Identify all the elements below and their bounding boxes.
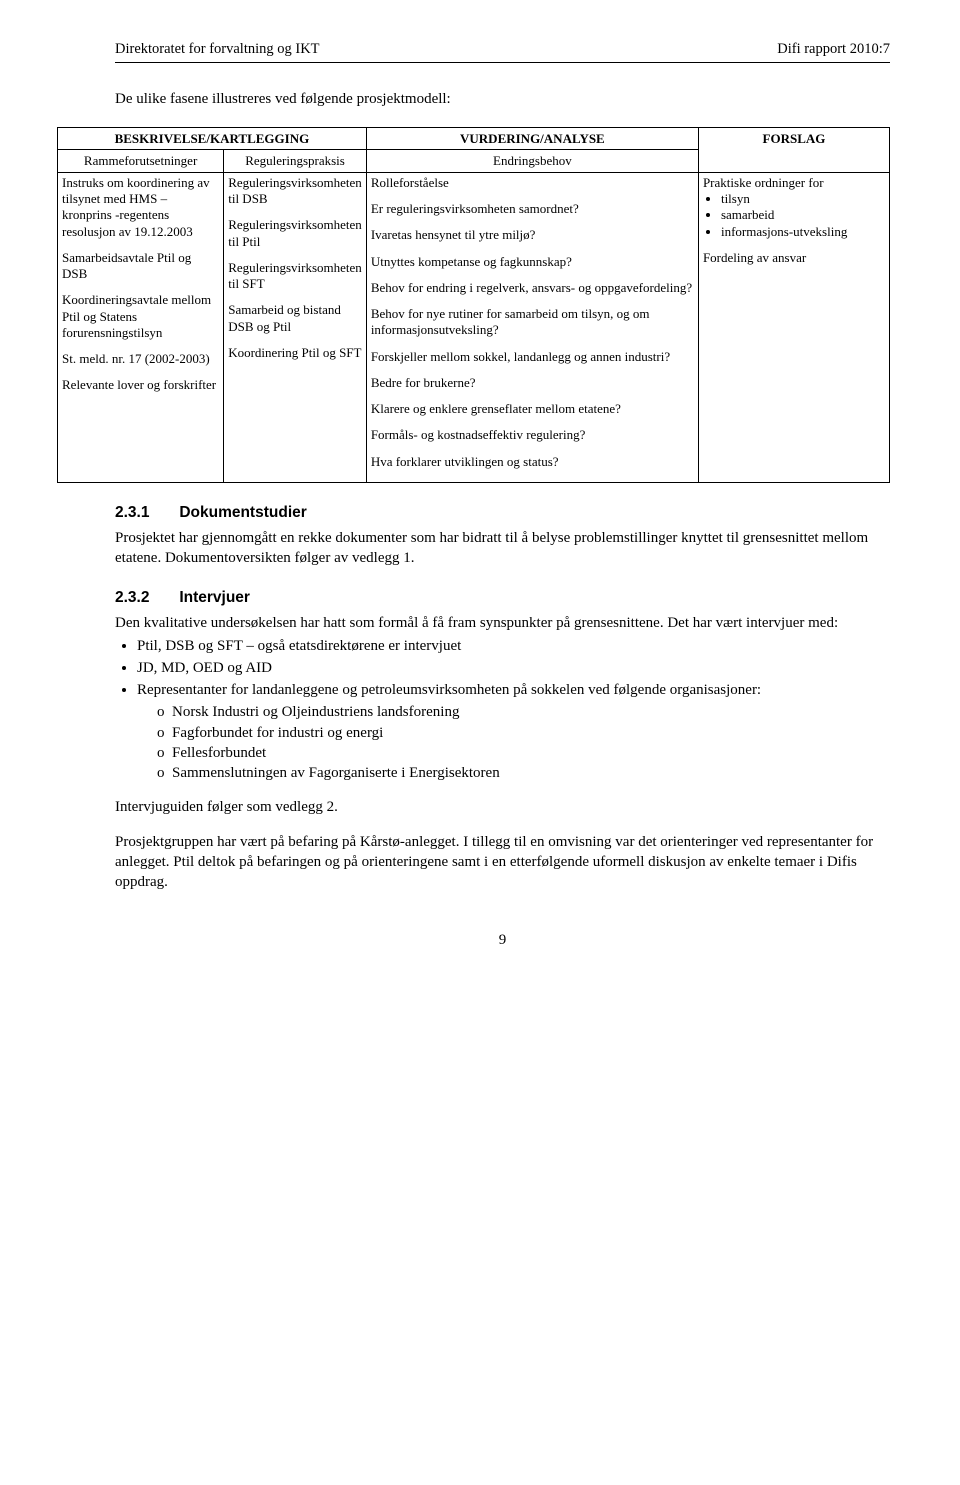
text: Behov for nye rutiner for samarbeid om t… <box>371 306 694 339</box>
text: Koordineringsavtale mellom Ptil og State… <box>62 292 219 341</box>
section-231-title: 2.3.1 Dokumentstudier <box>115 503 890 524</box>
section-number: 2.3.1 <box>115 503 175 524</box>
text: Klarere og enklere grenseflater mellom e… <box>371 401 694 417</box>
text: St. meld. nr. 17 (2002-2003) <box>62 351 219 367</box>
intro-paragraph: De ulike fasene illustreres ved følgende… <box>115 89 890 109</box>
table-head-vurdering: VURDERING/ANALYSE <box>366 127 698 150</box>
page-number: 9 <box>115 930 890 950</box>
text: Er reguleringsvirksomheten samordnet? <box>371 201 694 217</box>
section-heading: Intervjuer <box>179 589 250 606</box>
text: Ivaretas hensynet til ytre miljø? <box>371 227 694 243</box>
text: Reguleringsvirksomheten til SFT <box>228 260 362 293</box>
header-right: Difi rapport 2010:7 <box>777 40 890 60</box>
interview-sublist: Norsk Industri og Oljeindustriens landsf… <box>137 702 890 783</box>
text: Reguleringsvirksomheten til Ptil <box>228 217 362 250</box>
text: Rolleforståelse <box>371 175 694 191</box>
table-head-beskrivelse: BESKRIVELSE/KARTLEGGING <box>58 127 367 150</box>
list-item: informasjons-utveksling <box>721 224 885 240</box>
section-232-p2: Prosjektgruppen har vært på befaring på … <box>115 832 890 893</box>
cell-reguleringspraksis: Reguleringsvirksomheten til DSB Reguleri… <box>224 172 367 482</box>
section-232-lead: Den kvalitative undersøkelsen har hatt s… <box>115 613 890 633</box>
table-subhead-endringsbehov: Endringsbehov <box>366 150 698 173</box>
forslag-list: tilsyn samarbeid informasjons-utveksling <box>703 191 885 240</box>
text: Behov for endring i regelverk, ansvars- … <box>371 280 694 296</box>
text: Samarbeid og bistand DSB og Ptil <box>228 302 362 335</box>
text: Instruks om koordinering av tilsynet med… <box>62 175 219 240</box>
interview-list: Ptil, DSB og SFT – også etatsdirektørene… <box>115 636 890 784</box>
text: Formåls- og kostnadseffektiv regulering? <box>371 427 694 443</box>
list-item: JD, MD, OED og AID <box>137 658 890 678</box>
text: Praktiske ordninger for <box>703 175 885 191</box>
project-model-table: BESKRIVELSE/KARTLEGGING VURDERING/ANALYS… <box>57 127 890 483</box>
table-head-forslag: FORSLAG <box>698 127 889 172</box>
text: Bedre for brukerne? <box>371 375 694 391</box>
text: Koordinering Ptil og SFT <box>228 345 362 361</box>
cell-rammeforutsetninger: Instruks om koordinering av tilsynet med… <box>58 172 224 482</box>
cell-forslag: Praktiske ordninger for tilsyn samarbeid… <box>698 172 889 482</box>
list-item: Fagforbundet for industri og energi <box>157 723 890 743</box>
header-rule <box>115 62 890 63</box>
text: Relevante lover og forskrifter <box>62 377 219 393</box>
text: Hva forklarer utviklingen og status? <box>371 454 694 470</box>
list-item-text: Representanter for landanleggene og petr… <box>137 682 761 698</box>
header-left: Direktoratet for forvaltning og IKT <box>115 40 320 60</box>
list-item: tilsyn <box>721 191 885 207</box>
text: Forskjeller mellom sokkel, landanlegg og… <box>371 349 694 365</box>
list-item: samarbeid <box>721 207 885 223</box>
section-number: 2.3.2 <box>115 588 175 609</box>
section-232-p1: Intervjuguiden følger som vedlegg 2. <box>115 797 890 817</box>
text: Reguleringsvirksomheten til DSB <box>228 175 362 208</box>
list-item: Sammenslutningen av Fagorganiserte i Ene… <box>157 763 890 783</box>
section-231-body: Prosjektet har gjennomgått en rekke doku… <box>115 528 890 569</box>
text: Fordeling av ansvar <box>703 250 885 266</box>
list-item: Fellesforbundet <box>157 743 890 763</box>
section-heading: Dokumentstudier <box>179 504 306 521</box>
section-232-title: 2.3.2 Intervjuer <box>115 588 890 609</box>
page-header: Direktoratet for forvaltning og IKT Difi… <box>115 40 890 60</box>
table-subhead-reguleringspraksis: Reguleringspraksis <box>224 150 367 173</box>
text: Samarbeidsavtale Ptil og DSB <box>62 250 219 283</box>
list-item: Representanter for landanleggene og petr… <box>137 680 890 783</box>
table-subhead-rammeforutsetninger: Rammeforutsetninger <box>58 150 224 173</box>
list-item: Norsk Industri og Oljeindustriens landsf… <box>157 702 890 722</box>
list-item: Ptil, DSB og SFT – også etatsdirektørene… <box>137 636 890 656</box>
cell-endringsbehov: Rolleforståelse Er reguleringsvirksomhet… <box>366 172 698 482</box>
text: Utnyttes kompetanse og fagkunnskap? <box>371 254 694 270</box>
